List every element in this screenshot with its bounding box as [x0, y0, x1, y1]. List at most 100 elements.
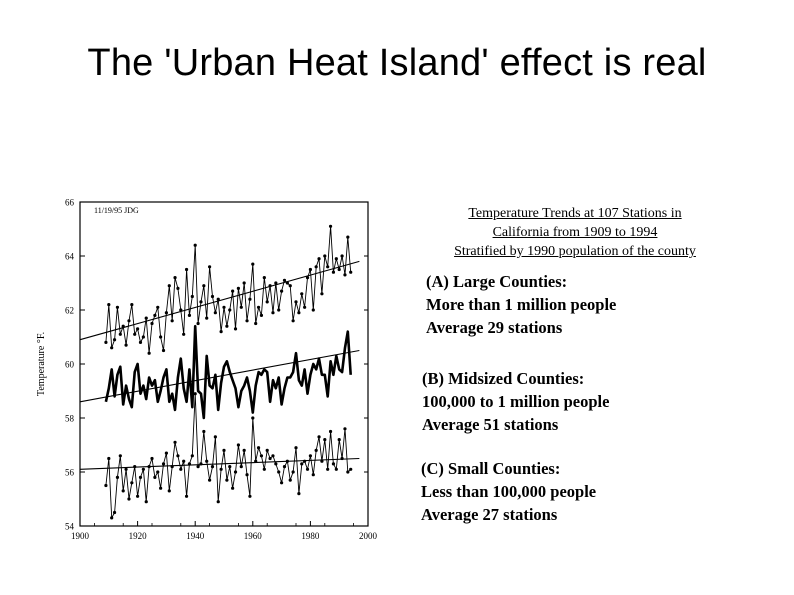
legend-large-counties: (A) Large Counties: More than 1 million … [426, 270, 616, 339]
data-point [167, 489, 171, 493]
data-point [265, 300, 269, 304]
series-line [105, 393, 352, 519]
data-point [233, 327, 238, 331]
data-point [303, 305, 307, 309]
series-midsized [104, 324, 352, 420]
data-point [184, 494, 189, 498]
data-point [242, 281, 246, 285]
data-point [277, 470, 281, 474]
data-point [262, 276, 266, 280]
data-point [282, 278, 287, 282]
data-point [208, 265, 212, 269]
legend-a-stations: Average 29 stations [426, 318, 563, 337]
data-point [343, 273, 347, 277]
legend-c-stations: Average 27 stations [421, 505, 558, 524]
data-point [190, 294, 194, 299]
data-point [159, 335, 163, 339]
data-point [248, 494, 252, 498]
data-point [127, 497, 131, 501]
data-point [259, 313, 264, 317]
data-point [280, 481, 284, 485]
data-point [159, 486, 163, 490]
data-point [205, 316, 209, 320]
data-point [196, 465, 200, 469]
legend-c-heading: (C) Small Counties: [421, 459, 561, 478]
caption-line-3: Stratified by 1990 population of the cou… [454, 244, 696, 259]
data-point [199, 300, 203, 304]
data-point [164, 311, 168, 315]
data-point [291, 470, 295, 474]
data-point [202, 284, 206, 288]
data-point [268, 456, 272, 461]
y-axis-label: Temperature °F. [36, 332, 47, 396]
data-point [300, 462, 304, 466]
data-point [346, 470, 350, 474]
chart-caption: Temperature Trends at 107 Stations in Ca… [410, 204, 740, 261]
data-point [334, 467, 338, 471]
data-point [242, 448, 246, 452]
data-point [118, 454, 122, 458]
data-point [216, 500, 220, 504]
data-point [251, 262, 255, 266]
data-point [245, 473, 249, 477]
data-point [130, 481, 134, 485]
data-point [337, 267, 341, 272]
data-point [274, 462, 278, 466]
trendline-small [79, 457, 360, 470]
data-point [124, 343, 128, 347]
caption-line-2: California from 1909 to 1994 [492, 225, 658, 240]
legend-b-stations: Average 51 stations [422, 415, 559, 434]
legend-a-heading: (A) Large Counties: [426, 272, 568, 291]
data-point [153, 475, 157, 479]
data-point [346, 235, 350, 239]
data-point [297, 492, 301, 496]
chart-stamp: 11/19/95 JDG [94, 206, 139, 215]
x-tick-label: 1920 [129, 531, 148, 541]
data-point [334, 257, 338, 261]
data-point [248, 297, 252, 301]
data-point [323, 438, 327, 442]
data-point [222, 305, 226, 309]
data-point [104, 483, 108, 488]
data-point [213, 435, 217, 439]
data-point [277, 308, 281, 312]
y-tick-label: 54 [65, 522, 75, 532]
data-point [314, 448, 318, 452]
data-point [262, 467, 266, 471]
data-point [127, 319, 131, 323]
data-point [205, 459, 209, 463]
data-point [156, 305, 160, 309]
chart-svg: 54 56 58 60 62 64 66 1900 1920 1940 1960 1980 2000 Te… [36, 198, 378, 542]
slide-title: The 'Urban Heat Island' effect is real [87, 42, 707, 84]
data-point [288, 284, 292, 288]
data-point [193, 243, 197, 247]
legend-b-heading: (B) Midsized Counties: [422, 369, 585, 388]
data-point [150, 321, 154, 326]
data-point [331, 270, 336, 274]
data-point [196, 321, 200, 326]
data-point [193, 392, 197, 396]
data-point [173, 440, 177, 444]
x-tick-label: 1900 [71, 531, 90, 541]
data-point [311, 308, 315, 312]
data-point [254, 321, 258, 326]
data-point [236, 443, 240, 447]
data-point [210, 465, 215, 469]
legend-c-population: Less than 100,000 people [421, 482, 597, 501]
data-point [349, 467, 353, 471]
trendline-large [79, 260, 360, 341]
data-point [153, 313, 157, 317]
data-point [265, 448, 269, 452]
data-point [317, 257, 321, 261]
data-point [328, 224, 333, 228]
data-point [161, 348, 166, 353]
x-tick-label: 2000 [359, 531, 378, 541]
x-tick-label: 1940 [186, 531, 205, 541]
data-point [136, 327, 140, 331]
data-point [150, 456, 154, 461]
data-point [256, 446, 261, 450]
data-point [320, 292, 324, 296]
data-point [170, 319, 174, 323]
data-point [251, 416, 255, 420]
data-point [210, 294, 215, 299]
